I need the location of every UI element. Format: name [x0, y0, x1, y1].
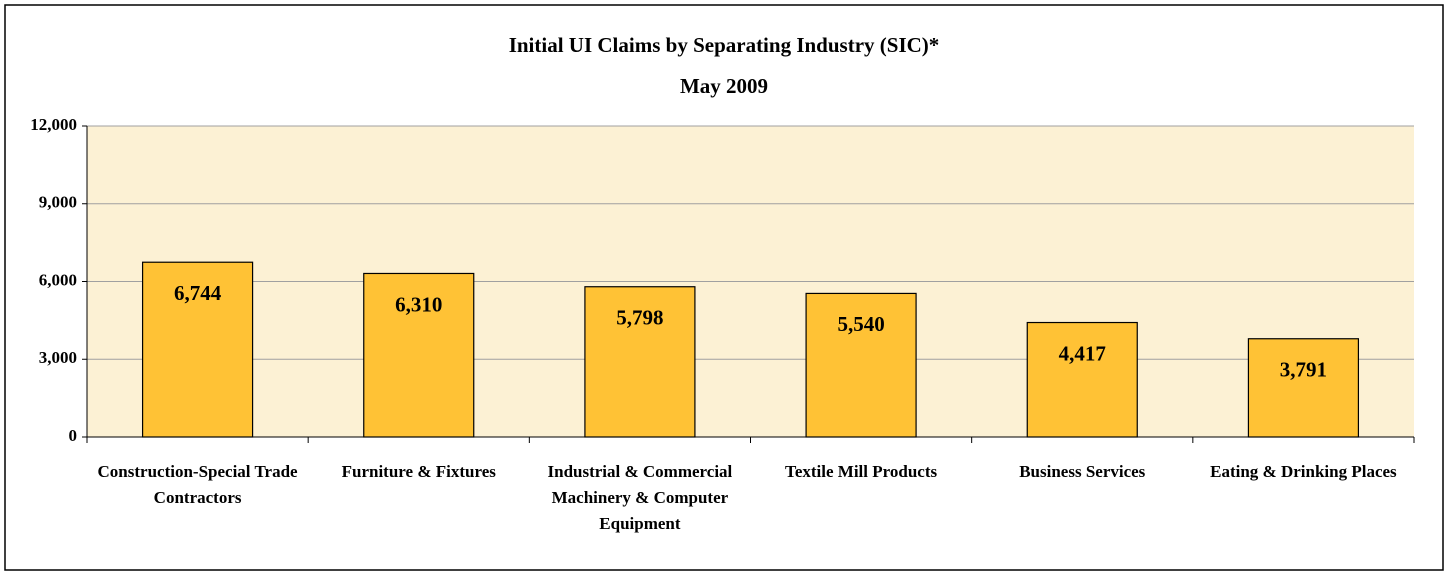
- chart-subtitle: May 2009: [680, 74, 768, 98]
- bar: [584, 286, 696, 438]
- x-tick-label: Eating & Drinking Places: [1210, 462, 1397, 481]
- data-label: 5,798: [616, 306, 663, 330]
- bar: [363, 272, 475, 438]
- bar: [1247, 338, 1360, 438]
- y-tick-label: 0: [69, 426, 78, 445]
- data-label: 3,791: [1280, 358, 1327, 382]
- data-label: 6,744: [174, 281, 222, 305]
- bar: [141, 261, 254, 438]
- data-label: 5,540: [837, 312, 884, 336]
- y-tick-label: 12,000: [30, 115, 77, 134]
- bar: [1026, 321, 1138, 438]
- bar: [805, 292, 917, 438]
- y-tick-label: 6,000: [39, 270, 77, 289]
- y-tick-label: 9,000: [39, 193, 77, 212]
- x-tick-label: Construction-Special Trade Contractors: [97, 462, 298, 507]
- x-tick-label: Textile Mill Products: [785, 462, 938, 481]
- x-tick-label: Furniture & Fixtures: [341, 462, 496, 481]
- data-label: 6,310: [395, 292, 442, 316]
- x-tick-label: Business Services: [1019, 462, 1146, 481]
- data-label: 4,417: [1059, 341, 1106, 365]
- y-tick-label: 3,000: [39, 348, 77, 367]
- x-tick-label: Industrial & Commercial Machinery & Comp…: [547, 462, 733, 533]
- chart-title: Initial UI Claims by Separating Industry…: [509, 33, 940, 57]
